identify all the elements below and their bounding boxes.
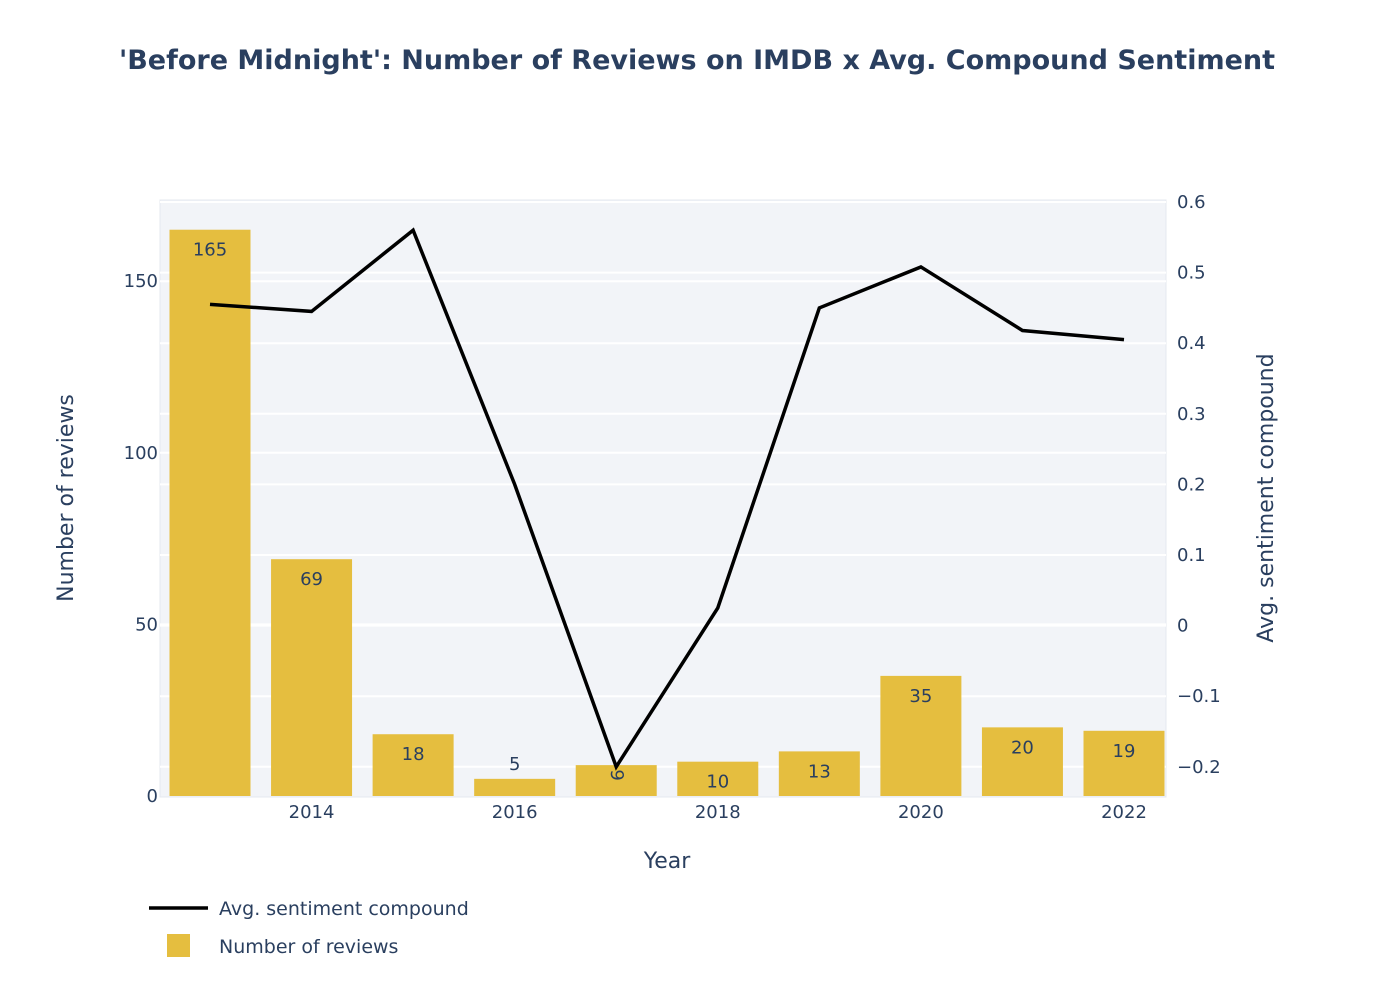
bar[interactable]: [981, 727, 1063, 796]
x-tick-label: 2020: [898, 802, 944, 823]
bar-data-label: 5: [509, 754, 520, 775]
legend-label-reviews: Number of reviews: [219, 936, 398, 958]
bar-data-label: 18: [402, 744, 425, 765]
y2-tick-label: 0: [1177, 616, 1188, 637]
y-tick-label: 150: [124, 271, 158, 292]
y-tick-label: 50: [135, 614, 158, 635]
legend-bar-swatch: [167, 934, 190, 957]
y2-tick-label: 0.2: [1177, 474, 1206, 495]
bar[interactable]: [271, 559, 353, 796]
y2-tick-label: 0.5: [1177, 263, 1206, 284]
legend-label-sentiment: Avg. sentiment compound: [219, 898, 469, 920]
bar-data-label: 165: [193, 240, 227, 261]
bar[interactable]: [474, 778, 556, 796]
y-tick-label: 100: [124, 443, 158, 464]
bar[interactable]: [880, 675, 962, 796]
y-axis-ticks: 0 50 100 150: [124, 271, 158, 807]
sentiment-line[interactable]: [209, 227, 1125, 771]
bar-labels: 165 69 18 5 9 10 13 35 20 19: [193, 240, 1136, 793]
bar-data-label: 19: [1113, 741, 1136, 762]
y2-tick-label: 0.3: [1177, 404, 1206, 425]
y2-tick-label: 0.6: [1177, 192, 1206, 213]
x-axis-title: Year: [643, 849, 692, 874]
line-series: [209, 227, 1125, 771]
y-tick-label: 0: [147, 786, 158, 807]
bar-data-label: 10: [706, 772, 729, 793]
y2-tick-label: −0.2: [1177, 757, 1221, 778]
y2-axis-ticks: −0.2 −0.1 0 0.1 0.2 0.3 0.4 0.5 0.6: [1177, 192, 1221, 778]
x-tick-label: 2016: [492, 802, 538, 823]
bar-data-label: 35: [909, 686, 932, 707]
y2-axis-title: Avg. sentiment compound: [1254, 353, 1279, 642]
bar-series: [169, 229, 1165, 797]
x-axis-ticks: 2014 2016 2018 2020 2022: [289, 802, 1147, 823]
bar[interactable]: [372, 734, 454, 796]
bar[interactable]: [1083, 730, 1165, 796]
x-tick-label: 2014: [289, 802, 335, 823]
y2-tick-label: −0.1: [1177, 686, 1221, 707]
bar-data-label: 9: [606, 769, 627, 780]
x-tick-label: 2022: [1101, 802, 1147, 823]
bar[interactable]: [575, 765, 657, 796]
bar-data-label: 20: [1011, 737, 1034, 758]
y2-tick-label: 0.1: [1177, 545, 1206, 566]
bar-data-label: 13: [808, 761, 831, 782]
bar[interactable]: [169, 229, 251, 797]
y-axis-title: Number of reviews: [54, 394, 79, 602]
chart-title: 'Before Midnight': Number of Reviews on …: [119, 45, 1275, 76]
bar-data-label: 69: [300, 569, 323, 590]
bar[interactable]: [778, 751, 860, 796]
bar[interactable]: [677, 761, 759, 796]
y2-tick-label: 0.4: [1177, 333, 1206, 354]
x-tick-label: 2018: [695, 802, 741, 823]
legend[interactable]: Avg. sentiment compound Number of review…: [149, 898, 469, 958]
